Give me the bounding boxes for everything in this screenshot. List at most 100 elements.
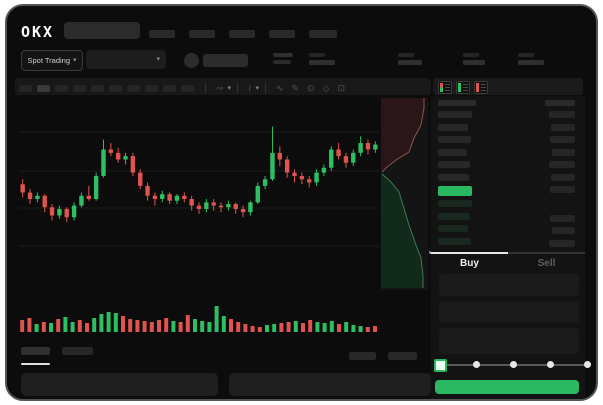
ob-right-row[interactable] <box>550 136 575 143</box>
candle-body <box>373 144 378 150</box>
bottom-panel-0[interactable] <box>21 373 218 396</box>
bottom-tab-1[interactable] <box>62 347 93 355</box>
camera-icon[interactable]: ⊙ <box>307 82 315 93</box>
stat-value-placeholder <box>518 60 544 65</box>
toolbar-divider <box>237 83 239 93</box>
indicator-diamond-icon[interactable]: ◇ <box>322 82 330 93</box>
nav-item-placeholder-0[interactable] <box>149 30 175 38</box>
ob-bid-row[interactable] <box>438 200 472 207</box>
ticker-stat-1 <box>398 53 422 65</box>
candle-body <box>182 195 187 200</box>
depth-asks-line <box>381 98 425 173</box>
volume-bar <box>178 322 183 332</box>
nav-item-placeholder-3[interactable] <box>269 30 295 38</box>
ob-ask-row[interactable] <box>438 148 467 156</box>
bottom-tab-pill <box>62 347 93 355</box>
amount-slider[interactable] <box>434 359 591 372</box>
pair-selector-dropdown[interactable]: ▾ <box>86 50 166 69</box>
candlestick-chart[interactable] <box>19 105 379 270</box>
volume-bar <box>20 320 25 332</box>
ob-right-row[interactable] <box>549 161 575 168</box>
indicator-dropdown[interactable]: ∾ <box>216 82 224 93</box>
ob-ask-row[interactable] <box>438 136 471 143</box>
bottom-control-pill-0[interactable] <box>349 352 376 360</box>
candle-body <box>233 204 238 209</box>
volume-bar <box>207 322 212 332</box>
ob-bid-row[interactable] <box>438 225 468 232</box>
nav-item-placeholder-4[interactable] <box>309 30 337 38</box>
ob-right-row[interactable] <box>549 239 575 247</box>
timeframe-pill-3[interactable] <box>73 84 86 92</box>
ob-right-row[interactable] <box>552 227 575 234</box>
bottom-panel-1[interactable] <box>229 373 431 396</box>
buy-submit-button[interactable] <box>435 380 579 394</box>
tab-sell[interactable]: Sell <box>537 258 556 269</box>
volume-bar <box>85 323 89 332</box>
timeframe-pill-9[interactable] <box>181 84 194 92</box>
nav-item-placeholder-2[interactable] <box>229 30 255 38</box>
timeframe-pill-2[interactable] <box>55 84 68 92</box>
draw-tool-icon[interactable]: ✎ <box>291 82 300 93</box>
ob-right-row[interactable] <box>551 123 575 131</box>
volume-bar <box>373 326 377 332</box>
ob-ask-row[interactable] <box>438 123 468 131</box>
timeframe-pill-7[interactable] <box>145 84 158 92</box>
trade-input-2[interactable] <box>439 328 579 354</box>
ob-right-row[interactable] <box>552 148 575 156</box>
slider-stop-4[interactable] <box>584 361 591 368</box>
ob-right-row[interactable] <box>549 111 575 118</box>
bottom-control-pill-1[interactable] <box>388 352 417 360</box>
book-mode-asks-icon[interactable] <box>474 81 488 94</box>
volume-bar <box>301 323 305 332</box>
book-mode-both-icon[interactable] <box>438 81 452 94</box>
fullscreen-icon[interactable]: ⊡ <box>337 82 346 93</box>
chevron-down-icon: ▾ <box>73 57 77 64</box>
slider-stop-2[interactable] <box>510 361 517 368</box>
ob-ask-row[interactable] <box>438 173 469 181</box>
volume-bar <box>128 319 133 332</box>
candle-body <box>329 149 334 168</box>
trade-input-1[interactable] <box>439 301 579 323</box>
chevron-down-icon: ▾ <box>227 84 232 92</box>
timeframe-pill-4[interactable] <box>91 84 104 92</box>
timeframe-pill-6[interactable] <box>127 84 140 92</box>
volume-bar <box>113 313 118 332</box>
timeframe-pill-0[interactable] <box>19 84 32 92</box>
overlay-dropdown[interactable]: ≀ <box>248 82 252 93</box>
volume-bar <box>92 318 97 332</box>
candle-body <box>79 195 84 206</box>
timeframe-pill-8[interactable] <box>163 84 176 92</box>
ob-last-price-bar[interactable] <box>438 186 472 196</box>
candle-body <box>365 142 371 150</box>
depth-chart[interactable] <box>381 98 428 290</box>
candle-body <box>321 167 327 173</box>
candle-body <box>343 156 349 163</box>
ob-bid-row[interactable] <box>438 237 471 245</box>
timeframe-pill-5[interactable] <box>109 84 122 92</box>
wave-tool-icon[interactable]: ∿ <box>275 82 284 93</box>
top-nav <box>149 25 337 43</box>
slider-handle[interactable] <box>434 359 447 372</box>
book-mode-bids-icon[interactable] <box>456 81 470 94</box>
ob-ask-row[interactable] <box>438 161 470 168</box>
slider-stop-3[interactable] <box>547 361 554 368</box>
trade-input-0[interactable] <box>439 274 579 296</box>
bottom-tab-0[interactable] <box>21 347 50 365</box>
volume-bar <box>106 312 111 332</box>
ob-right-header <box>545 100 575 106</box>
nav-item-placeholder-1[interactable] <box>189 30 215 38</box>
market-type-dropdown[interactable]: Spot Trading ▾ <box>21 50 83 71</box>
ob-bid-row[interactable] <box>438 212 470 220</box>
search-input[interactable] <box>64 22 140 39</box>
ob-right-row[interactable] <box>550 186 575 193</box>
ob-right-row[interactable] <box>551 173 575 181</box>
okx-logo[interactable]: OKX <box>21 23 55 41</box>
slider-stop-1[interactable] <box>473 361 480 368</box>
volume-bar <box>250 326 255 332</box>
tab-buy[interactable]: Buy <box>460 258 479 269</box>
timeframe-pill-1[interactable] <box>37 84 50 92</box>
ob-ask-row[interactable] <box>438 111 472 118</box>
ob-right-row[interactable] <box>550 214 575 222</box>
pair-name-placeholder[interactable] <box>203 54 248 67</box>
sell-tab-underline <box>508 252 585 254</box>
